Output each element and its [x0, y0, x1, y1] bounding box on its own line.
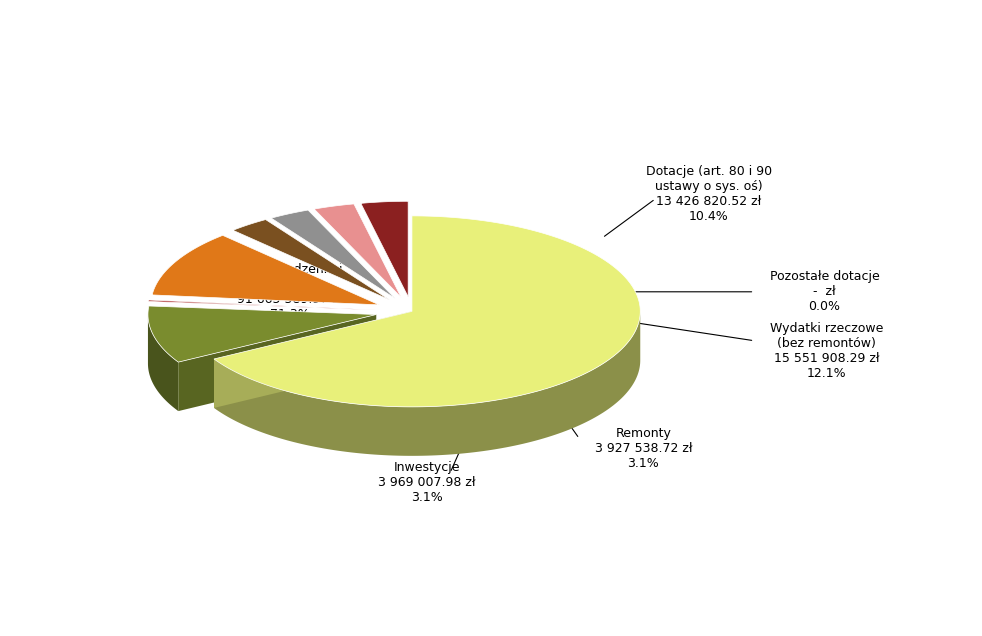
Text: Remonty
3 927 538.72 zł
3.1%: Remonty 3 927 538.72 zł 3.1%	[595, 427, 692, 470]
Text: Wynagrodzenia i
pochodne
91 665 589.97 zł
71.3%: Wynagrodzenia i pochodne 91 665 589.97 z…	[238, 263, 343, 321]
Polygon shape	[152, 235, 379, 305]
Text: Dotacje (art. 80 i 90
ustawy o sys. oś)
13 426 820.52 zł
10.4%: Dotacje (art. 80 i 90 ustawy o sys. oś) …	[646, 165, 772, 223]
Text: Inwestycje
3 969 007.98 zł
3.1%: Inwestycje 3 969 007.98 zł 3.1%	[378, 461, 476, 504]
Polygon shape	[179, 315, 376, 411]
Polygon shape	[314, 204, 402, 298]
Polygon shape	[148, 300, 375, 310]
Polygon shape	[271, 210, 395, 298]
Polygon shape	[233, 219, 390, 300]
Text: Wydatki rzeczowe
(bez remontów)
15 551 908.29 zł
12.1%: Wydatki rzeczowe (bez remontów) 15 551 9…	[770, 322, 883, 380]
Polygon shape	[214, 216, 640, 407]
Text: Pozostałe dotacje
-  zł
0.0%: Pozostałe dotacje - zł 0.0%	[770, 270, 880, 314]
Polygon shape	[148, 306, 376, 362]
Polygon shape	[360, 201, 409, 297]
Polygon shape	[214, 312, 412, 408]
Polygon shape	[148, 314, 179, 411]
Polygon shape	[214, 312, 640, 456]
